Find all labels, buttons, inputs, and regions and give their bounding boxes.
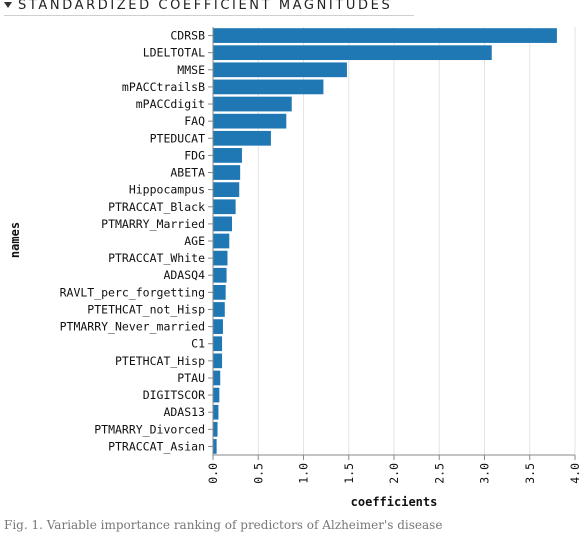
section-header[interactable]: STANDARDIZED COEFFICIENT MAGNITUDES (4, 0, 392, 14)
category-label: PTETHCAT_not_Hisp (87, 302, 205, 316)
category-label: RAVLT_perc_forgetting (60, 285, 205, 299)
category-label: PTEDUCAT (150, 131, 205, 145)
figure-caption: Fig. 1. Variable importance ranking of p… (4, 518, 443, 532)
category-label: PTMARRY_Divorced (94, 422, 205, 436)
category-label: LDELTOTAL (143, 46, 205, 60)
bar (213, 113, 287, 129)
category-label: PTRACCAT_White (108, 251, 205, 265)
bar (213, 284, 226, 300)
bar (213, 28, 557, 43)
category-label: AGE (184, 234, 205, 248)
category-label: ADAS13 (163, 405, 205, 419)
category-label: FAQ (184, 114, 205, 128)
bar (213, 250, 228, 266)
bar (213, 319, 223, 334)
category-label: PTETHCAT_Hisp (115, 354, 205, 368)
bar (213, 96, 292, 112)
x-tick-label: 1.5 (342, 463, 356, 484)
category-label: FDG (184, 148, 205, 162)
category-label: PTAU (177, 371, 205, 385)
category-label: PTRACCAT_Black (108, 200, 205, 214)
category-label: PTMARRY_Never_married (60, 320, 205, 334)
bar (213, 130, 271, 146)
header-divider (4, 15, 414, 16)
bar (213, 404, 219, 420)
x-tick-label: 0.5 (251, 463, 265, 484)
bar (213, 79, 324, 95)
category-label: PTMARRY_Married (101, 217, 205, 231)
caret-down-icon[interactable] (4, 2, 12, 8)
bar (213, 421, 218, 437)
bar (213, 370, 221, 386)
bar (213, 267, 227, 283)
bar (213, 387, 220, 403)
bar (213, 302, 225, 317)
x-axis-title: coefficients (351, 495, 438, 509)
bar (213, 233, 230, 249)
bar (213, 182, 240, 198)
bar (213, 62, 347, 78)
category-label: C1 (191, 337, 205, 351)
category-label: PTRACCAT_Asian (108, 439, 205, 453)
category-label: CDRSB (170, 29, 205, 43)
category-label: MMSE (177, 63, 205, 77)
x-tick-label: 0.0 (206, 463, 220, 484)
x-tick-label: 2.5 (432, 463, 446, 484)
x-tick-label: 2.0 (387, 463, 401, 484)
coefficient-bar-chart: CDRSB LDELTOTAL MMSE mPACCtrailsB mPACCdigit… (8, 27, 582, 509)
category-label: Hippocampus (129, 183, 205, 197)
y-axis-title: names (8, 222, 22, 258)
x-tick-label: 3.5 (523, 463, 537, 484)
bar (213, 148, 242, 163)
bar (213, 45, 492, 61)
category-label: ABETA (170, 166, 205, 180)
x-tick-label: 1.0 (297, 463, 311, 484)
bar (213, 353, 223, 369)
bar (213, 216, 233, 232)
category-label: mPACCdigit (136, 97, 205, 111)
category-label: mPACCtrailsB (122, 80, 205, 94)
bar (213, 199, 236, 215)
x-tick-label: 4.0 (568, 463, 582, 484)
category-label: ADASQ4 (163, 268, 205, 282)
bar (213, 165, 241, 180)
category-label: DIGITSCOR (143, 388, 205, 402)
bar (213, 336, 223, 352)
section-title: STANDARDIZED COEFFICIENT MAGNITUDES (18, 0, 393, 13)
bar (213, 439, 217, 454)
x-tick-label: 3.0 (478, 463, 492, 484)
